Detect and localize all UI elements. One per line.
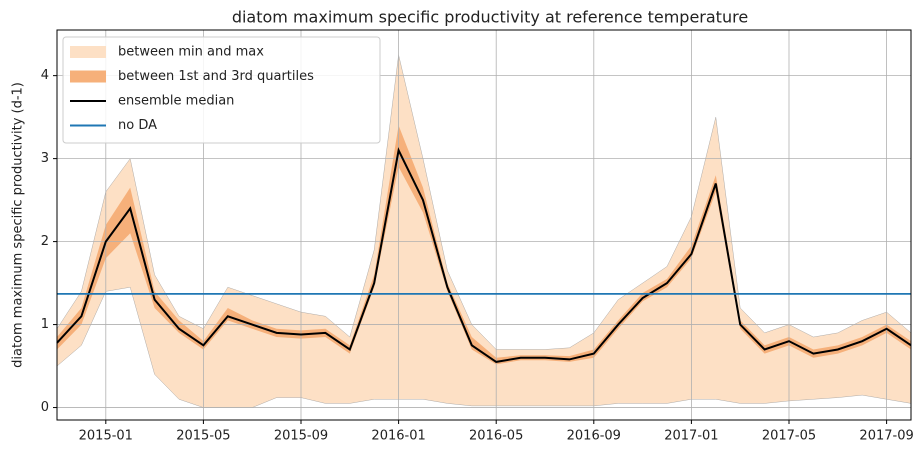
legend-swatch [70, 70, 106, 83]
legend-label: between min and max [118, 45, 264, 60]
y-axis-label: diatom maximum specific productivity (d-… [11, 82, 26, 368]
x-tick-label: 2017-01 [664, 429, 718, 444]
x-tick-label: 2017-05 [762, 429, 816, 444]
y-tick-label: 3 [41, 151, 49, 166]
legend-label: no DA [118, 118, 157, 133]
legend-swatch [70, 46, 106, 58]
x-tick-label: 2015-09 [274, 429, 328, 444]
legend-box [62, 36, 381, 144]
y-tick-label: 2 [41, 234, 49, 249]
x-tick-label: 2016-01 [371, 429, 425, 444]
y-tick-label: 4 [41, 68, 49, 83]
chart-title: diatom maximum specific productivity at … [232, 8, 748, 27]
legend-label: between 1st and 3rd quartiles [118, 69, 314, 84]
y-tick-label: 0 [41, 400, 49, 415]
legend-label: ensemble median [118, 94, 234, 109]
x-tick-label: 2017-09 [859, 429, 913, 444]
y-tick-label: 1 [41, 317, 49, 332]
x-tick-label: 2015-05 [176, 429, 230, 444]
plot-frame [56, 29, 912, 421]
x-tick-label: 2015-01 [79, 429, 133, 444]
x-tick-label: 2016-09 [567, 429, 621, 444]
x-tick-label: 2016-05 [469, 429, 523, 444]
line [56, 147, 912, 363]
